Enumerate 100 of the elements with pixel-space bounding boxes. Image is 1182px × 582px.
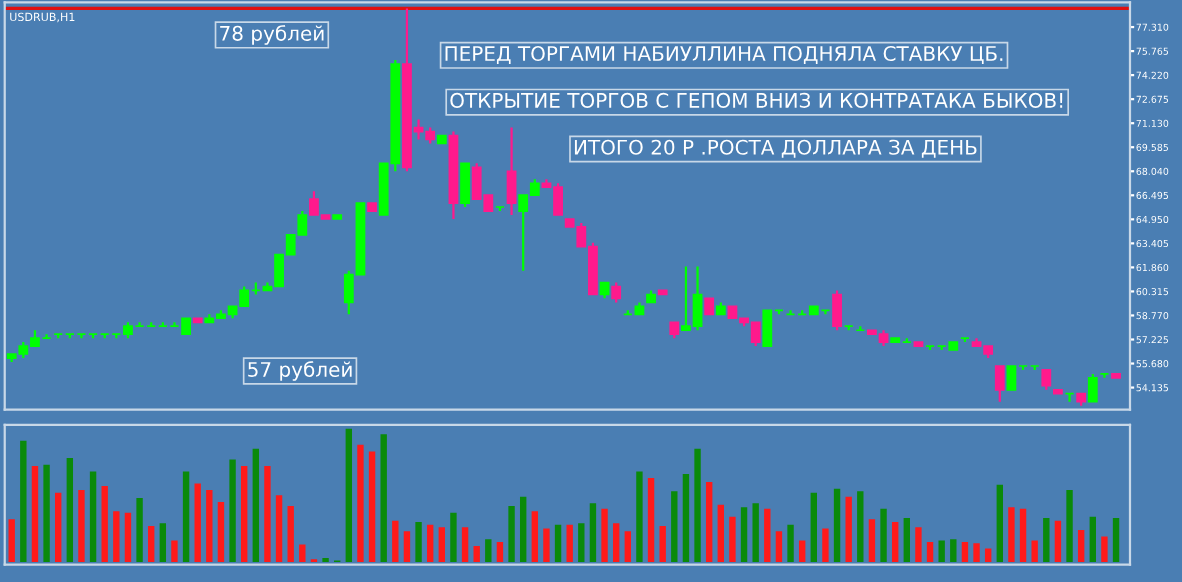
bar <box>880 508 887 562</box>
bar <box>822 528 829 562</box>
bar <box>496 541 504 562</box>
bar <box>647 478 655 562</box>
bar <box>589 503 597 562</box>
bar <box>241 466 248 562</box>
bar <box>473 545 480 562</box>
bar <box>845 496 852 562</box>
bar <box>798 540 806 562</box>
bar <box>752 503 759 562</box>
bar <box>659 525 666 562</box>
bar <box>868 519 876 562</box>
bar <box>926 541 934 562</box>
bar <box>1066 490 1073 562</box>
annotation: 57 рублей <box>248 361 352 381</box>
annotation: ИТОГО 20 Р .РОСТА ДОЛЛАРА ЗА ДЕНЬ <box>574 139 977 158</box>
bar <box>252 448 260 562</box>
bar <box>671 491 678 562</box>
bar <box>194 483 201 562</box>
bar <box>740 507 748 562</box>
annotation: ОТКРЫТИЕ ТОРГОВ С ГЕПОМ ВНИЗ И КОНТРАТАКА БЫКОВ! <box>450 92 1063 108</box>
bar <box>717 504 724 562</box>
bar <box>450 512 457 562</box>
bar <box>287 506 294 562</box>
bar <box>1101 536 1108 562</box>
bar <box>787 524 794 562</box>
bar <box>682 474 690 562</box>
candlestick <box>832 289 842 332</box>
bar <box>31 466 39 562</box>
bar <box>694 448 701 562</box>
bar <box>891 521 899 562</box>
bar <box>275 495 283 562</box>
bar <box>20 440 27 562</box>
bar <box>101 486 108 562</box>
bar <box>961 541 969 562</box>
candlestick <box>506 126 517 217</box>
candlestick <box>1087 372 1098 403</box>
bar <box>1031 540 1038 562</box>
bar <box>171 540 178 562</box>
bar <box>43 464 50 562</box>
bar <box>113 511 120 562</box>
bar <box>624 531 631 562</box>
bar <box>426 524 434 562</box>
bar <box>124 512 132 562</box>
bar <box>78 490 85 562</box>
bar <box>612 523 620 562</box>
bar <box>66 458 74 562</box>
candlestick <box>611 281 622 304</box>
bar <box>461 527 469 562</box>
bar <box>950 539 957 562</box>
bar <box>8 519 15 562</box>
bar <box>159 523 167 562</box>
bar <box>438 527 446 562</box>
bar <box>1089 516 1096 562</box>
bar <box>368 451 376 562</box>
bar <box>392 520 399 562</box>
annotation: ПЕРЕД ТОРГАМИ НАБИУЛЛИНА ПОДНЯЛА СТАВКУ ЦБ. <box>445 45 1003 64</box>
bar <box>973 543 980 562</box>
bar <box>519 496 527 562</box>
annotation: 78 рублей <box>220 25 324 45</box>
bar <box>566 524 573 562</box>
bar <box>508 506 515 562</box>
bar <box>833 488 841 562</box>
bar <box>636 471 643 562</box>
bar <box>345 428 353 562</box>
bar <box>380 434 387 562</box>
bar <box>217 502 225 562</box>
bar <box>299 544 306 562</box>
bar <box>89 471 97 562</box>
bar <box>915 527 922 562</box>
bar <box>705 482 713 562</box>
bar <box>729 516 736 562</box>
bar <box>136 498 143 562</box>
bar <box>1043 517 1050 562</box>
bar <box>857 491 864 562</box>
bar <box>182 471 190 562</box>
bar <box>403 531 411 562</box>
bar <box>485 539 492 562</box>
bar <box>229 459 236 562</box>
candlestick <box>994 364 1005 403</box>
bar <box>996 484 1003 562</box>
bar <box>264 466 271 562</box>
bar <box>578 523 585 562</box>
bar <box>415 521 422 562</box>
bar <box>206 490 213 562</box>
bar <box>938 540 945 562</box>
bar <box>775 531 783 562</box>
bar <box>984 548 992 562</box>
bar <box>1054 520 1062 562</box>
bar <box>531 511 539 562</box>
bar <box>810 492 817 562</box>
bar <box>357 444 364 562</box>
bar <box>554 524 562 562</box>
bar <box>1112 517 1120 562</box>
bar <box>601 508 608 562</box>
bar <box>764 508 771 562</box>
bar <box>148 525 155 562</box>
bar <box>1077 529 1085 562</box>
bar <box>1008 507 1015 562</box>
candlestick <box>1041 368 1052 391</box>
